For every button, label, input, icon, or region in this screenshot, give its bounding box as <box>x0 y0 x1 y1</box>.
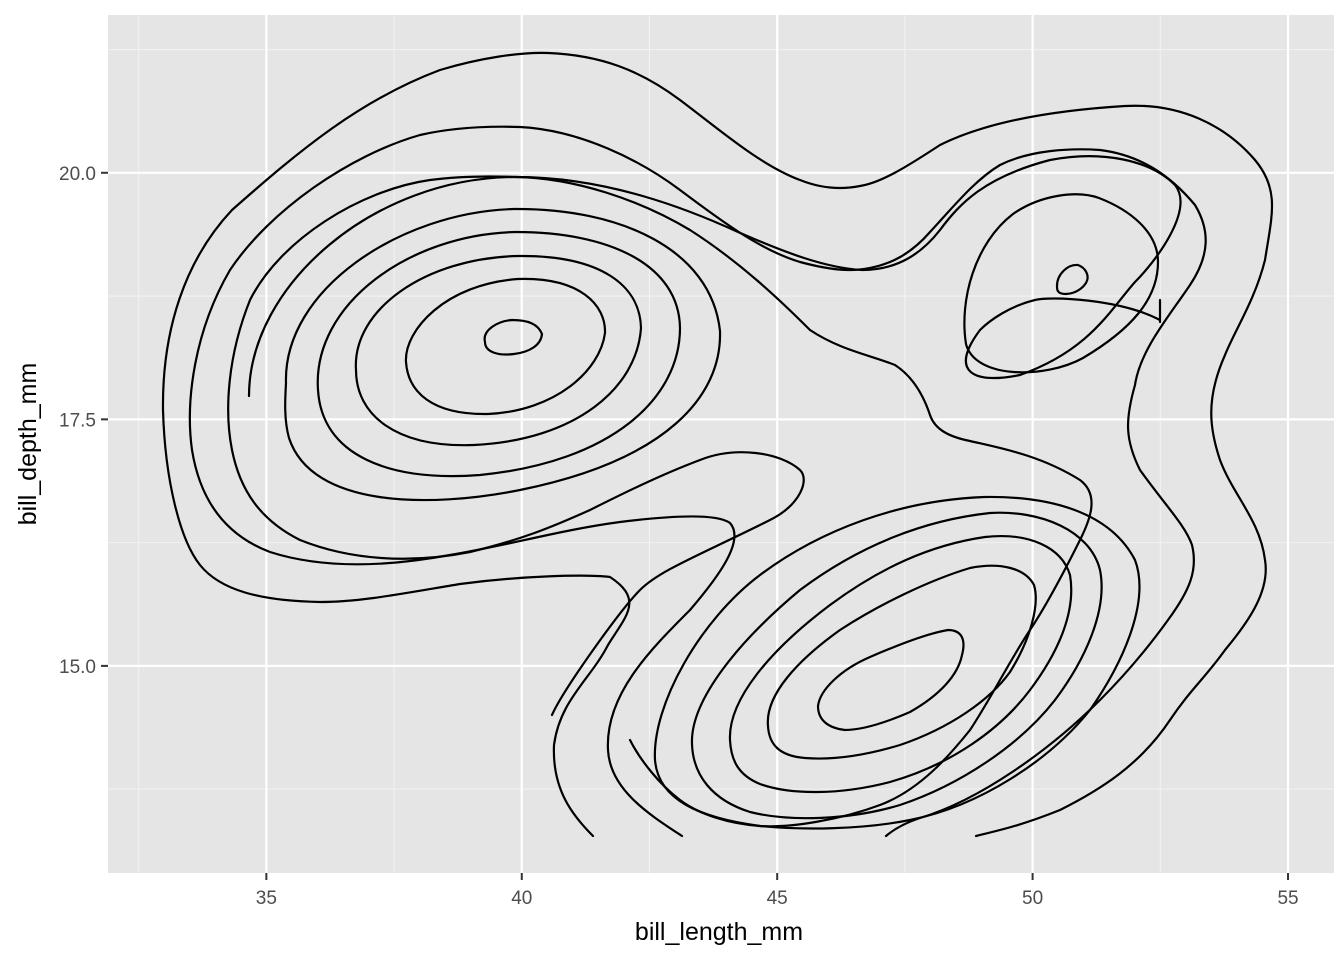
contour-line <box>188 125 1207 838</box>
contour-line <box>690 511 1103 820</box>
y-tick-label: 15.0 <box>59 657 96 678</box>
x-tick-label: 50 <box>1022 888 1043 909</box>
x-axis-title: bill_length_mm <box>635 918 803 946</box>
grid-major-lines <box>108 15 1334 873</box>
contour-line <box>161 51 1274 838</box>
y-tick-label: 20.0 <box>59 164 96 185</box>
contour-line <box>816 628 965 732</box>
contour-line <box>963 193 1160 374</box>
contour-line <box>316 230 682 478</box>
contour-line <box>728 535 1073 794</box>
contour-line <box>354 254 643 447</box>
x-tick-label: 45 <box>767 888 788 909</box>
contour-line <box>483 318 544 356</box>
x-tick-label: 35 <box>256 888 277 909</box>
contour-lines <box>161 51 1274 838</box>
contour-line <box>227 175 1093 828</box>
y-tick-label: 17.5 <box>59 410 96 431</box>
x-tick-label: 55 <box>1277 888 1298 909</box>
x-tick-label: 40 <box>511 888 532 909</box>
contour-line <box>653 495 1141 830</box>
contour-line <box>404 277 607 416</box>
contour-line <box>247 155 1182 398</box>
contour-line <box>766 564 1037 760</box>
y-axis-ticks: 15.0 17.5 20.0 <box>59 164 108 678</box>
contour-line <box>1055 263 1089 296</box>
y-axis-title: bill_depth_mm <box>14 363 42 526</box>
x-axis-ticks: 35 40 45 50 55 <box>256 873 1299 909</box>
contour-line <box>284 207 722 502</box>
